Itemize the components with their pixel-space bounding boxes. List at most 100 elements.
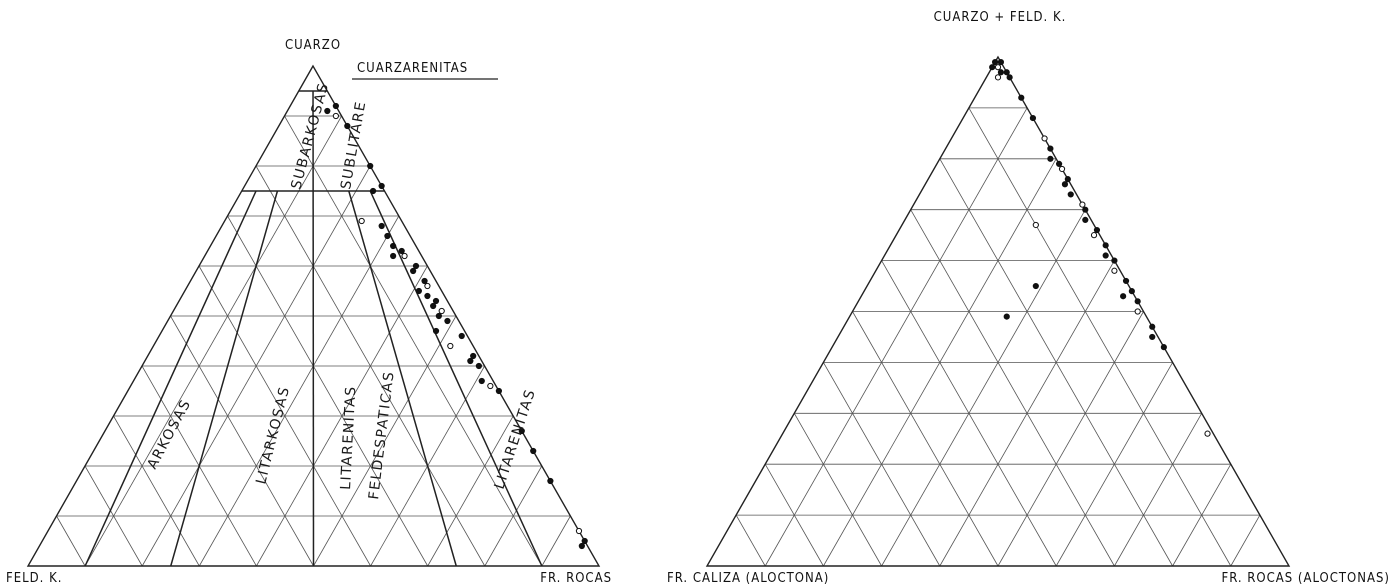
data-point <box>369 187 377 195</box>
data-point <box>997 69 1005 76</box>
data-point <box>518 427 525 435</box>
data-point <box>1041 135 1048 142</box>
data-point <box>432 327 440 335</box>
left-apex-top-label: CUARZO <box>285 38 341 53</box>
right-ternary-diagram: CUARZO + FELD. K. FR. CALIZA (ALOCTONA) … <box>667 10 1390 586</box>
data-point <box>415 287 422 295</box>
data-point <box>438 307 445 315</box>
grid-line <box>764 107 1028 567</box>
data-point <box>1134 308 1141 315</box>
data-point <box>447 342 454 350</box>
data-point <box>467 357 474 365</box>
grid-line <box>997 311 1144 567</box>
grid-line <box>881 209 1086 567</box>
grid-line <box>764 464 824 567</box>
data-point <box>1111 267 1118 274</box>
grid-line <box>823 362 941 567</box>
field-label-sublitarenitas: SUBLITARE <box>338 99 369 190</box>
data-point <box>332 102 339 110</box>
boundary-f-r-90 <box>84 190 257 567</box>
data-point <box>989 64 996 71</box>
data-point <box>1082 206 1089 213</box>
data-point <box>424 292 431 300</box>
field-label-cuarzarenitas: CUARZARENITAS <box>357 61 468 76</box>
data-point <box>421 277 428 285</box>
data-point <box>332 112 339 120</box>
data-point <box>487 382 494 390</box>
data-point <box>444 317 451 325</box>
data-point <box>1149 333 1156 341</box>
data-point <box>470 352 477 360</box>
right-apex-top-label: CUARZO + FELD. K. <box>934 10 1067 25</box>
data-point <box>1204 430 1211 437</box>
data-point <box>358 217 365 225</box>
data-point <box>367 162 374 170</box>
left-apex-right-label: FR. ROCAS <box>540 571 612 586</box>
grid-line <box>484 465 543 567</box>
grid-line <box>735 514 766 567</box>
grid-line <box>541 515 571 567</box>
data-point <box>1111 257 1118 264</box>
grid-line <box>284 115 543 567</box>
right-apex-left-label: FR. CALIZA (ALOCTONA) <box>667 571 829 586</box>
grid-line <box>56 515 86 567</box>
data-point <box>997 58 1005 66</box>
grid-line <box>113 415 200 567</box>
field-label-litarkosas: LITARKOSAS <box>253 384 293 486</box>
data-point <box>1032 282 1039 290</box>
grid-line <box>84 465 143 567</box>
grid-line <box>1114 413 1203 567</box>
data-point <box>1134 298 1141 305</box>
grid-line <box>968 107 1232 567</box>
data-point <box>424 282 431 290</box>
left-ternary-diagram: CUARZO FELD. K. FR. ROCAS CUARZARENITAS … <box>6 38 612 586</box>
right-grid <box>735 107 1261 567</box>
field-label-litarenitas-feldespaticas-2: FELDESPATICAS <box>366 370 398 501</box>
grid-line <box>170 315 314 567</box>
data-point <box>378 222 385 230</box>
data-point <box>1058 165 1066 173</box>
boundary-f-r-75 <box>170 190 279 567</box>
data-point <box>398 247 405 255</box>
triangle-outline <box>705 55 1291 567</box>
data-point <box>991 58 999 66</box>
data-point <box>1079 201 1086 208</box>
grid-line <box>1055 362 1173 567</box>
data-point <box>1149 323 1156 330</box>
grid-line <box>1172 464 1232 567</box>
field-label-arkosas: ARKOSAS <box>144 397 194 472</box>
data-point <box>1003 69 1010 76</box>
data-point <box>1082 216 1089 223</box>
data-point <box>1090 232 1098 239</box>
data-point <box>410 267 417 275</box>
data-point <box>1003 313 1010 320</box>
data-point <box>1029 114 1037 122</box>
data-point <box>1047 145 1054 152</box>
data-point <box>530 447 537 455</box>
left-classification-boundaries <box>84 90 543 567</box>
data-point <box>1120 293 1127 300</box>
data-point <box>575 527 583 535</box>
data-point <box>390 242 397 250</box>
grid-line <box>227 215 429 567</box>
data-point <box>458 332 465 340</box>
data-point <box>435 312 442 320</box>
data-point <box>1067 191 1074 198</box>
field-label-litarenitas: LITARENITAS <box>492 387 540 491</box>
data-point <box>430 302 437 310</box>
left-triangle-frame <box>26 64 601 567</box>
grid-line <box>852 311 999 567</box>
right-apex-right-label: FR. ROCAS (ALOCTONAS) <box>1221 571 1390 586</box>
data-point <box>401 252 408 260</box>
data-point <box>475 362 482 370</box>
data-point <box>1064 176 1071 183</box>
grid-line <box>910 209 1115 567</box>
left-apex-left-label: FELD. K. <box>6 571 62 586</box>
right-data-points <box>989 58 1211 437</box>
data-point <box>1128 288 1135 295</box>
data-point <box>1102 242 1109 249</box>
data-point <box>1047 155 1054 162</box>
data-point <box>1018 94 1025 101</box>
triangle-outline <box>26 64 601 567</box>
data-point <box>495 387 502 395</box>
